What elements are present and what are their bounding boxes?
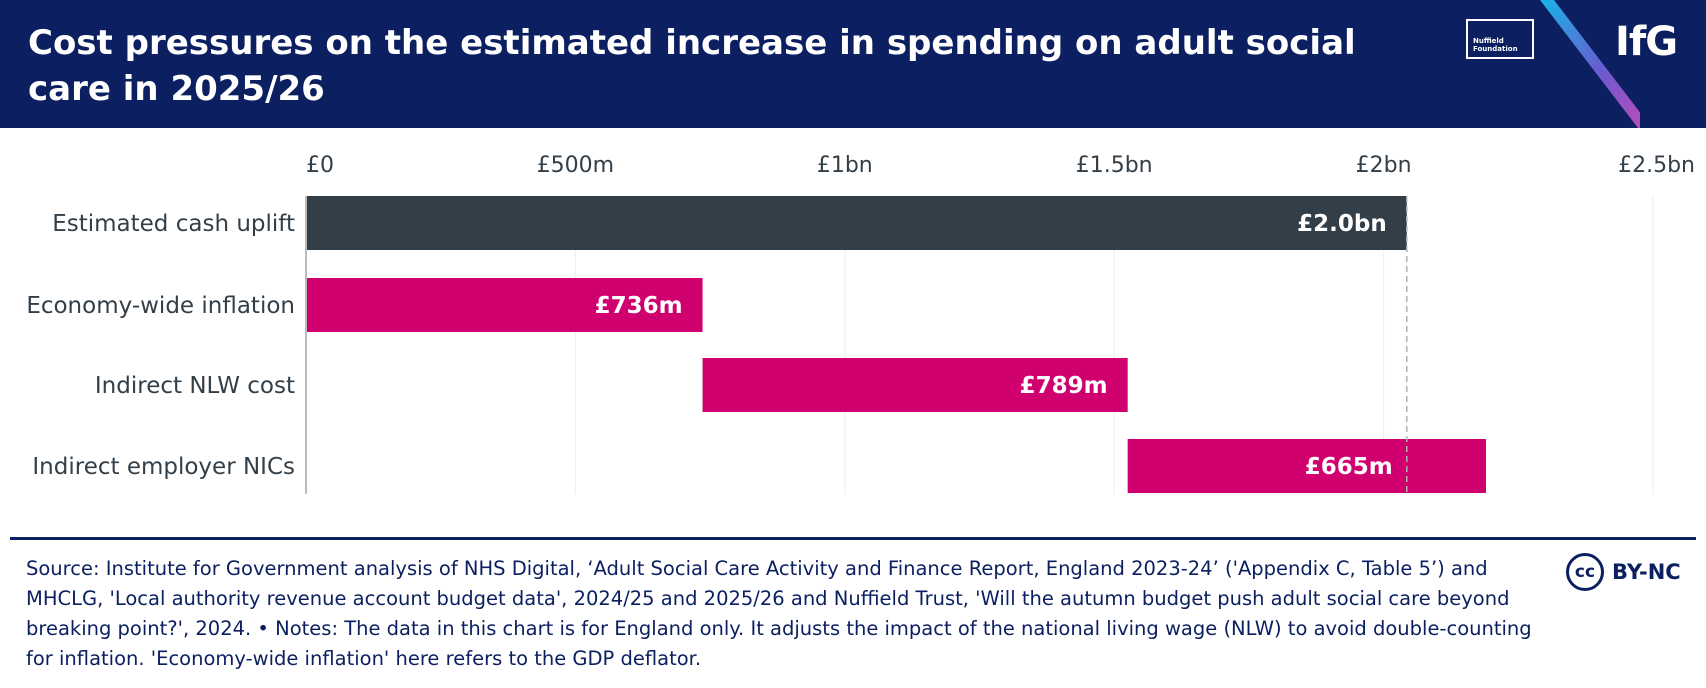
license-label: BY-NC <box>1612 560 1681 584</box>
category-label: Indirect NLW cost <box>95 373 295 399</box>
waterfall-chart: £0 £500m £1bn £1.5bn £2bn £2.5bn Estimated cas… <box>26 153 1695 494</box>
creative-commons-icon: cc <box>1566 553 1604 591</box>
chart-title: Cost pressures on the estimated increase… <box>28 23 1356 109</box>
data-label: £665m <box>1305 454 1393 480</box>
nuffield-logo-text: Nuffield Foundation <box>1473 37 1518 53</box>
ifg-logo-stripe <box>1540 0 1640 128</box>
bar <box>306 196 1407 250</box>
bar <box>702 358 1128 412</box>
x-tick-label: £2.5bn <box>1618 153 1695 178</box>
data-label: £2.0bn <box>1297 211 1387 237</box>
x-tick-label: £0 <box>306 153 334 178</box>
x-tick-label: £1bn <box>817 153 873 178</box>
header-banner: Cost pressures on the estimated increase… <box>0 0 1706 128</box>
category-label: Economy-wide inflation <box>26 293 295 319</box>
data-label: £736m <box>595 293 683 319</box>
source-notes: Source: Institute for Government analysi… <box>26 557 1532 670</box>
nuffield-foundation-logo: Nuffield Foundation <box>1466 19 1534 59</box>
x-tick-label: £500m <box>537 153 614 178</box>
bar <box>306 278 703 332</box>
ifg-logo: IfG <box>1615 19 1678 65</box>
x-tick-label: £2bn <box>1356 153 1412 178</box>
footer-divider <box>10 537 1696 540</box>
category-label: Indirect employer NICs <box>32 454 295 480</box>
x-tick-label: £1.5bn <box>1076 153 1153 178</box>
category-label: Estimated cash uplift <box>52 211 295 237</box>
bar <box>1127 439 1486 493</box>
data-label: £789m <box>1020 373 1108 399</box>
